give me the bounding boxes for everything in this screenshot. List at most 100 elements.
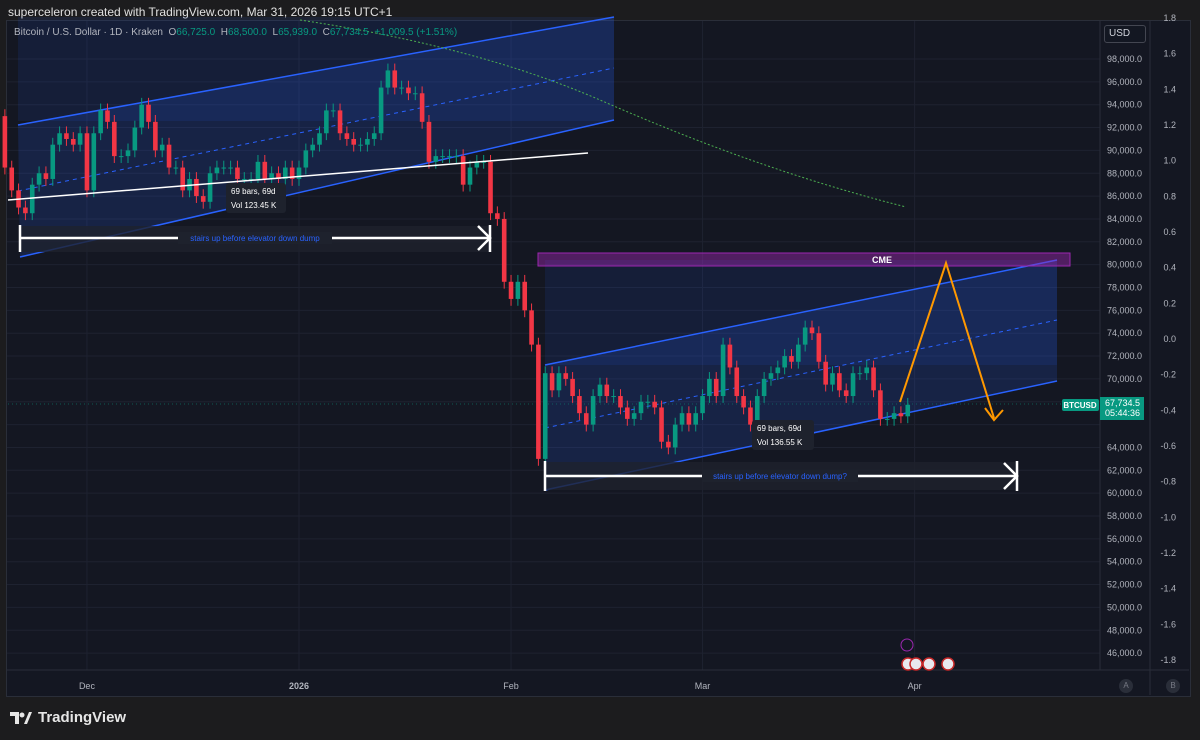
candle: [474, 154, 480, 175]
candle-body: [693, 413, 699, 425]
candle: [399, 80, 404, 95]
candle-body: [549, 373, 555, 391]
candle-body: [84, 133, 90, 191]
candle: [91, 126, 97, 198]
candle: [611, 389, 616, 403]
candle: [64, 126, 69, 146]
candle: [789, 349, 794, 369]
candle: [590, 389, 596, 432]
candle-body: [878, 390, 883, 419]
candle: [536, 337, 541, 466]
time-axis: Dec 2026 Feb Mar Apr: [79, 681, 922, 691]
candle-body: [741, 396, 746, 408]
candle-body: [180, 167, 186, 191]
candle-body: [433, 156, 439, 162]
candle: [344, 126, 350, 146]
secondary-tick: 0.6: [1163, 227, 1176, 237]
candle-body: [399, 87, 404, 89]
symbol-legend[interactable]: Bitcoin / U.S. Dollar · 1D · Kraken O66,…: [14, 27, 457, 38]
candle: [693, 406, 699, 432]
low-label: L: [272, 27, 279, 38]
currency-selector[interactable]: USD: [1104, 25, 1146, 43]
candle: [878, 383, 883, 426]
auto-scale-button[interactable]: A: [1119, 679, 1133, 693]
candle-body: [830, 373, 835, 385]
candle-body: [645, 401, 651, 403]
candle-body: [891, 413, 897, 419]
close-value: 67,734.5: [329, 27, 369, 38]
secondary-tick: -0.2: [1160, 370, 1176, 380]
secondary-tick: -1.6: [1160, 619, 1176, 629]
candle-body: [625, 407, 630, 419]
candle-body: [754, 396, 760, 425]
candle-body: [36, 173, 42, 185]
projection-path: [899, 259, 995, 419]
price-tick: 80,000.0: [1107, 260, 1142, 270]
time-tick: Feb: [503, 681, 519, 691]
candle: [761, 372, 767, 403]
scale-b-button[interactable]: B: [1166, 679, 1180, 693]
candle-body: [508, 281, 514, 299]
candle: [412, 86, 418, 101]
candle: [29, 177, 35, 221]
candle-body: [454, 156, 459, 158]
candle: [850, 366, 856, 403]
candle-body: [864, 367, 870, 374]
secondary-tick: -1.8: [1160, 655, 1176, 665]
candle: [385, 63, 391, 95]
candle: [782, 349, 787, 375]
candle-body: [269, 173, 274, 179]
candle-body: [727, 344, 733, 368]
channel-1-top: [17, 16, 615, 126]
channel-2-top: [544, 259, 1058, 366]
candle-body: [105, 110, 110, 122]
candle: [180, 160, 186, 198]
candle: [570, 372, 575, 403]
candle: [501, 212, 507, 289]
candle-body: [659, 407, 664, 442]
candle-body: [91, 133, 97, 191]
candle: [153, 114, 158, 158]
candle: [905, 397, 911, 424]
candle: [283, 160, 288, 186]
candle-body: [378, 87, 384, 134]
stat-box-1-bars: 69 bars, 69d: [231, 187, 275, 196]
time-tick: Mar: [695, 681, 711, 691]
last-price-symbol: BTCUSD: [1063, 401, 1097, 410]
candle: [166, 137, 172, 175]
candle-body: [460, 156, 466, 185]
candle-body: [112, 121, 117, 157]
price-tick: 48,000.0: [1107, 625, 1142, 635]
candle: [666, 434, 671, 455]
candle: [542, 366, 548, 466]
stat-box-1: [226, 183, 286, 213]
candle-body: [666, 441, 671, 448]
candle-body: [303, 150, 309, 168]
candle: [679, 406, 685, 432]
price-tick: 94,000.0: [1107, 100, 1142, 110]
price-tick: 84,000.0: [1107, 214, 1142, 224]
candle: [194, 172, 199, 203]
candle: [23, 200, 28, 221]
candle-body: [392, 70, 398, 88]
candle-body: [816, 333, 822, 362]
candle-body: [515, 281, 521, 299]
candle: [707, 372, 712, 403]
range-1-label: stairs up before elevator down dump: [190, 234, 320, 243]
candle-body: [207, 173, 213, 202]
candle-body: [720, 344, 726, 397]
candle: [269, 166, 274, 186]
candle: [2, 109, 8, 175]
candle: [659, 400, 664, 449]
candle: [419, 86, 425, 129]
secondary-tick: -0.8: [1160, 477, 1176, 487]
stat-box-2-vol: Vol 136.55 K: [757, 438, 803, 447]
candle: [454, 149, 459, 163]
candle-body: [611, 396, 616, 398]
candle-body: [255, 161, 261, 179]
last-price-symbol-tag: [1062, 399, 1099, 411]
candle-body: [371, 133, 377, 139]
candle-body: [29, 184, 35, 214]
candle-body: [412, 93, 418, 95]
